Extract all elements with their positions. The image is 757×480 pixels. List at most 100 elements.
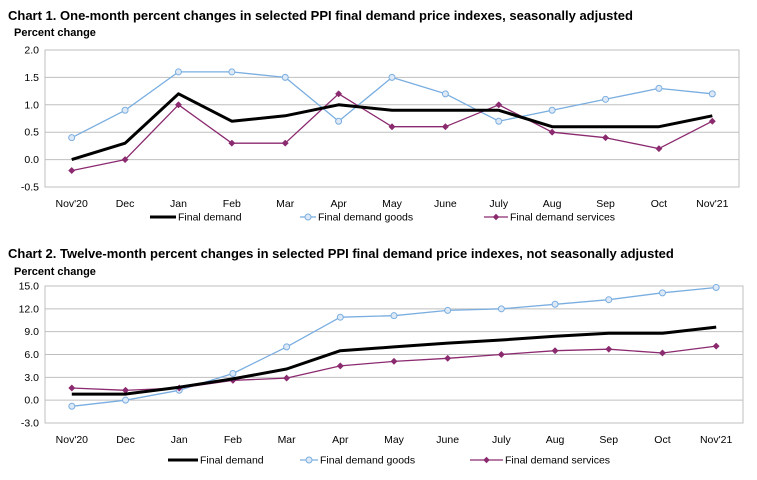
data-point xyxy=(441,123,449,131)
data-point xyxy=(281,73,289,81)
chart-1-title: Chart 1. One-month percent changes in se… xyxy=(8,8,633,23)
x-tick-label: Sep xyxy=(596,198,615,210)
data-point xyxy=(602,95,610,103)
data-point xyxy=(281,139,289,147)
data-point xyxy=(497,305,505,313)
data-point xyxy=(605,345,613,353)
data-point xyxy=(229,370,237,378)
data-point xyxy=(495,101,503,109)
series-line-final-demand xyxy=(71,92,713,162)
data-point xyxy=(68,167,76,175)
x-tick-label: May xyxy=(382,198,403,210)
legend-marker xyxy=(305,456,313,464)
data-point xyxy=(174,101,183,109)
data-point xyxy=(712,342,720,350)
x-tick-label: Nov'20 xyxy=(56,434,89,446)
x-tick-label: Sep xyxy=(599,434,618,446)
x-tick-label: Apr xyxy=(330,198,347,210)
legend-label: Final demand services xyxy=(510,212,615,224)
plot-frame xyxy=(44,285,744,424)
data-point xyxy=(335,90,343,98)
data-point xyxy=(444,354,452,362)
plot-frame xyxy=(44,49,740,188)
data-point xyxy=(283,343,291,351)
x-tick-label: May xyxy=(384,434,405,446)
y-tick-label: 9.0 xyxy=(24,326,39,338)
y-tick-label: 12.0 xyxy=(19,303,40,315)
x-tick-label: Dec xyxy=(116,434,135,446)
chart-1: Chart 1. One-month percent changes in se… xyxy=(8,8,740,224)
legend-label: Final demand xyxy=(178,212,242,224)
chart-2-plot: 15.0 12.0 9.0 6.0 3.0 0.0 -3.0 Nov'20 Dec Jan Feb M… xyxy=(19,281,744,467)
x-tick-label: July xyxy=(489,198,508,210)
data-point xyxy=(548,128,556,136)
data-point xyxy=(708,117,716,125)
data-point xyxy=(605,296,613,304)
legend-label: Final demand goods xyxy=(320,455,415,467)
data-point xyxy=(390,312,398,320)
data-point xyxy=(68,402,76,410)
legend-label: Final demand xyxy=(200,455,264,467)
y-tick-label: 1.5 xyxy=(24,72,39,84)
data-point xyxy=(228,68,236,76)
x-tick-label: Aug xyxy=(543,198,562,210)
x-tick-label: Oct xyxy=(651,198,667,210)
data-point xyxy=(388,123,396,131)
x-tick-label: Apr xyxy=(332,434,349,446)
y-tick-label: 0.0 xyxy=(24,154,39,166)
chart-2-y-axis-title: Percent change xyxy=(14,266,96,278)
data-point xyxy=(335,117,343,125)
x-tick-label: Feb xyxy=(224,434,242,446)
y-tick-label: 0.5 xyxy=(24,127,39,139)
x-tick-label: Jan xyxy=(170,198,187,210)
series-line-final-demand-services xyxy=(71,345,717,391)
data-point xyxy=(495,117,503,125)
legend-marker xyxy=(304,213,312,221)
data-point xyxy=(601,134,610,142)
chart-1-y-axis-title: Percent change xyxy=(14,27,96,39)
data-point xyxy=(388,73,396,81)
data-point xyxy=(548,106,556,114)
y-tick-label: -0.5 xyxy=(21,182,39,194)
x-tick-label: June xyxy=(436,434,459,446)
data-point xyxy=(658,349,667,357)
data-point xyxy=(441,90,449,98)
x-tick-label: Aug xyxy=(546,434,565,446)
x-tick-label: Mar xyxy=(276,198,295,210)
x-tick-label: June xyxy=(434,198,457,210)
data-point xyxy=(712,284,720,292)
legend-label: Final demand goods xyxy=(318,212,413,224)
data-point xyxy=(68,384,76,392)
data-point xyxy=(336,362,344,370)
data-point xyxy=(68,134,76,142)
chart-2: Chart 2. Twelve-month percent changes in… xyxy=(0,240,757,480)
legend-label: Final demand services xyxy=(505,455,610,467)
data-point xyxy=(121,106,129,114)
data-point xyxy=(444,306,452,314)
x-tick-label: Nov'21 xyxy=(700,434,733,446)
data-point xyxy=(551,347,559,355)
data-point xyxy=(658,289,666,297)
y-tick-label: 15.0 xyxy=(19,281,40,293)
x-tick-label: Dec xyxy=(116,198,135,210)
data-point xyxy=(228,139,236,147)
y-tick-label: 0.0 xyxy=(24,395,39,407)
data-point xyxy=(336,313,344,321)
x-tick-label: Jan xyxy=(171,434,188,446)
series-line-final-demand xyxy=(71,325,717,396)
x-tick-label: Oct xyxy=(654,434,670,446)
data-point xyxy=(655,145,663,153)
data-point xyxy=(655,84,663,92)
y-tick-label: -3.0 xyxy=(21,418,39,430)
x-tick-label: Nov'20 xyxy=(56,198,89,210)
data-point xyxy=(121,156,129,164)
chart-2-title: Chart 2. Twelve-month percent changes in… xyxy=(8,246,674,261)
chart-1-plot: 2.0 1.5 1.0 0.5 0.0 -0.5 Nov'20 Dec Jan Feb Mar Apr… xyxy=(21,45,740,224)
data-point xyxy=(174,68,182,76)
y-tick-label: 2.0 xyxy=(24,45,39,57)
y-tick-label: 3.0 xyxy=(24,372,39,384)
data-point xyxy=(708,90,716,98)
legend-marker xyxy=(483,456,490,464)
y-tick-label: 6.0 xyxy=(24,349,39,361)
y-tick-label: 1.0 xyxy=(24,99,39,111)
